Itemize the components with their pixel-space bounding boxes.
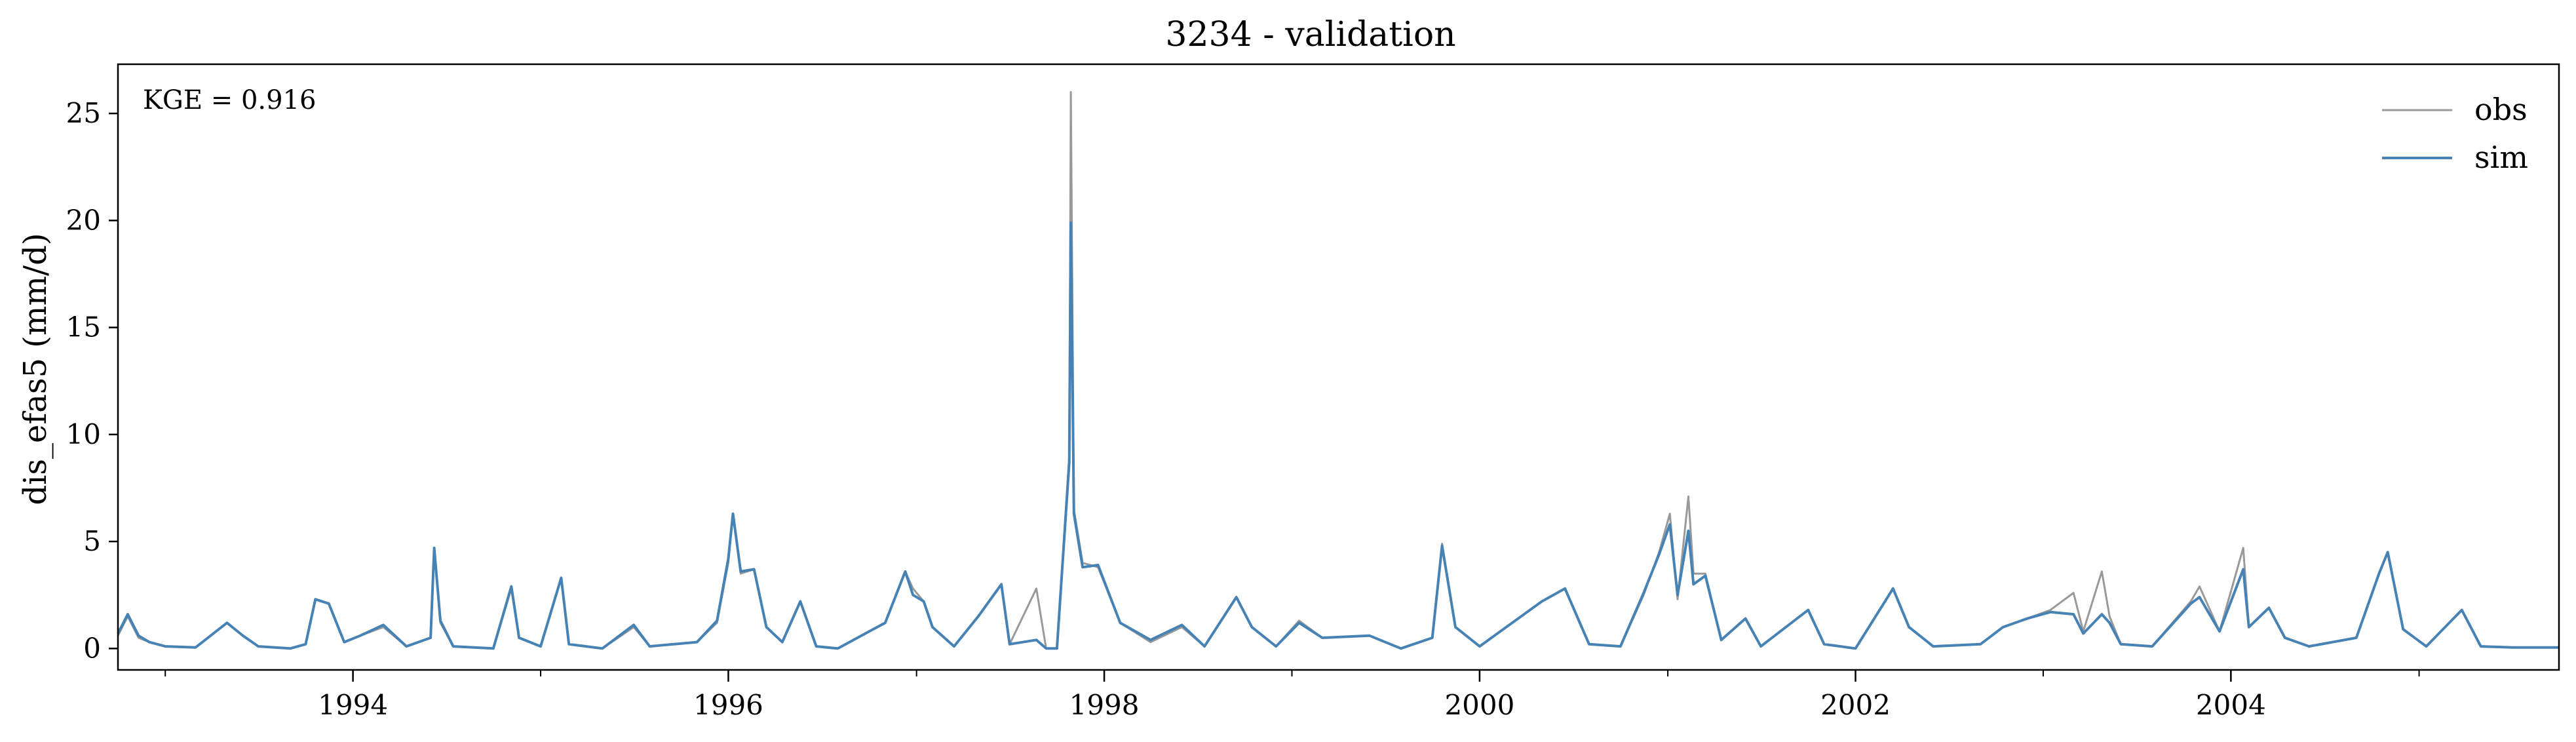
y-tick-label: 0: [83, 632, 101, 664]
series-line-sim: [117, 221, 2559, 650]
kge-annotation: KGE = 0.916: [143, 85, 317, 115]
legend-label-obs: obs: [2474, 92, 2528, 127]
x-tick-label: 2002: [1820, 689, 1891, 721]
y-tick-label: 10: [66, 418, 101, 450]
legend-label-sim: sim: [2474, 140, 2528, 175]
series-line-obs: [117, 90, 2559, 650]
x-tick-label: 2004: [2196, 689, 2266, 721]
x-tick-label: 1994: [318, 689, 388, 721]
plot-area: 0 5 10 15 20 25 1994 1996 1998 2000 2002 2004: [66, 63, 2560, 721]
y-tick-label: 15: [66, 311, 101, 343]
x-tick-label: 1998: [1069, 689, 1140, 721]
y-axis-label: dis_efas5 (mm/d): [17, 233, 54, 505]
y-tick-label: 20: [66, 204, 101, 236]
y-tick-label: 5: [83, 525, 101, 557]
x-tick-label: 2000: [1444, 689, 1514, 721]
y-tick-label: 25: [66, 97, 101, 129]
axes-frame: [117, 63, 2560, 671]
legend: obs sim: [2382, 92, 2528, 175]
x-tick-label: 1996: [693, 689, 763, 721]
chart-title: 3234 - validation: [1165, 15, 1455, 54]
